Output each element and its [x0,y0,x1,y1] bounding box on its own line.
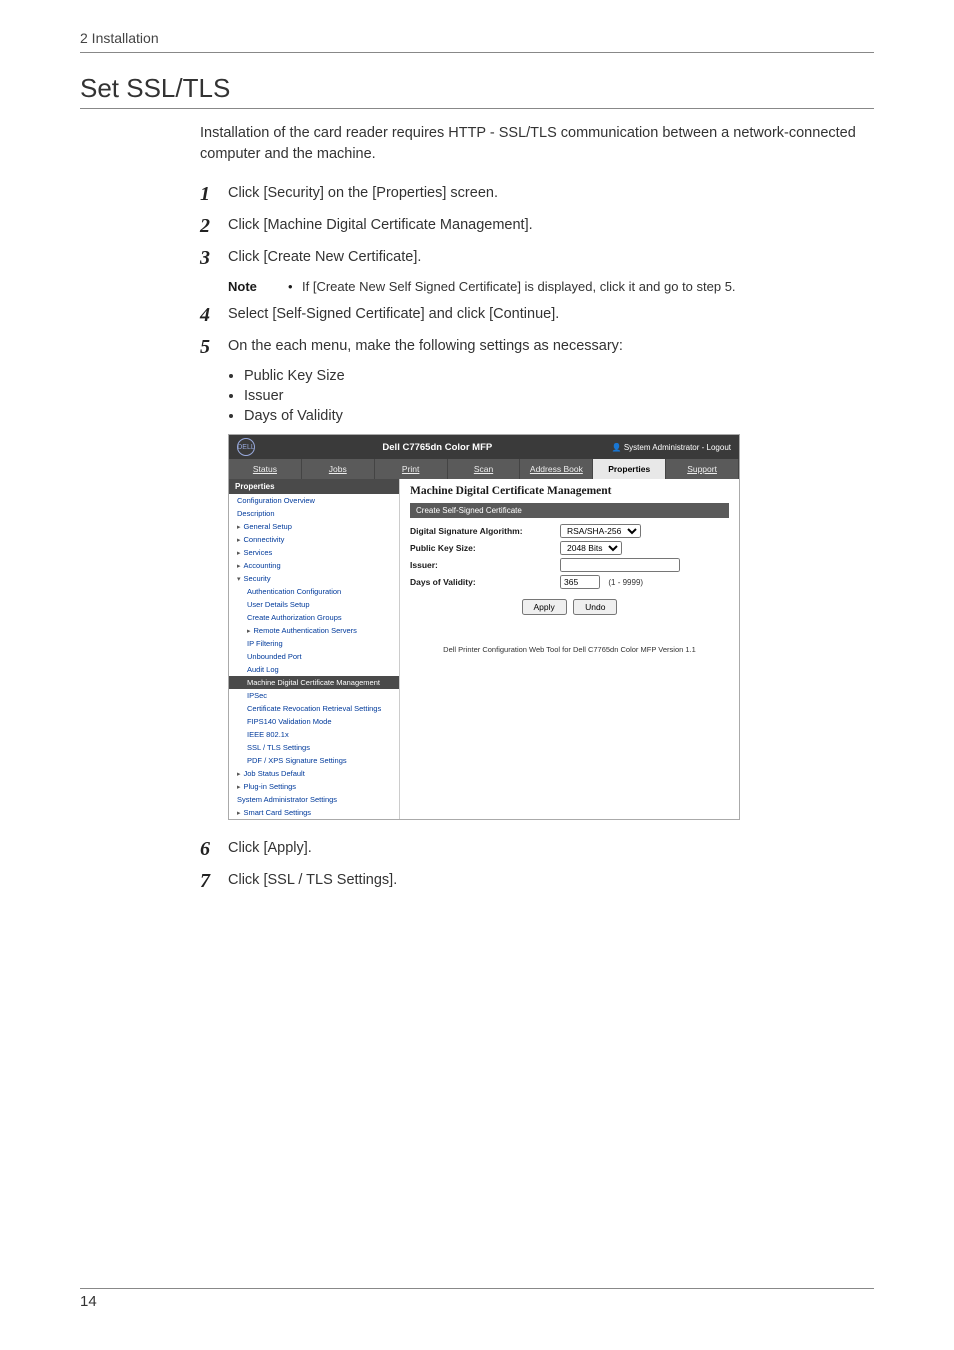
tab-scan[interactable]: Scan [448,459,521,479]
embedded-screenshot: DELL Dell C7765dn Color MFP 👤 System Adm… [228,434,740,820]
sidebar-item-ieee8021x[interactable]: IEEE 802.1x [229,728,399,741]
label-keysize: Public Key Size: [410,543,560,553]
step-7: 7 Click [SSL / TLS Settings]. [200,870,874,892]
step-number: 5 [200,336,228,358]
label-issuer: Issuer: [410,560,560,570]
form-actions: Apply Undo [410,599,729,615]
input-issuer[interactable] [560,558,680,572]
sidebar-item-accounting[interactable]: Accounting [229,559,399,572]
label-validity: Days of Validity: [410,577,560,587]
tab-properties[interactable]: Properties [593,459,666,479]
page-number: 14 [80,1293,97,1310]
bullet-icon: • [288,279,302,294]
apply-button[interactable]: Apply [522,599,567,615]
sidebar-item-user-details[interactable]: User Details Setup [229,598,399,611]
sidebar-item-audit-log[interactable]: Audit Log [229,663,399,676]
step-text: Click [Apply]. [228,838,312,859]
sidebar-item-ipsec[interactable]: IPSec [229,689,399,702]
step-text: Click [SSL / TLS Settings]. [228,870,397,891]
tab-print[interactable]: Print [375,459,448,479]
sidebar-item-description[interactable]: Description [229,507,399,520]
dell-logo-icon: DELL [237,438,255,456]
tab-support[interactable]: Support [666,459,739,479]
panel-action-bar[interactable]: Create Self-Signed Certificate [410,503,729,518]
step-number: 1 [200,183,228,205]
sidebar-item-pdf-xps-signature[interactable]: PDF / XPS Signature Settings [229,754,399,767]
main-panel: Machine Digital Certificate Management C… [400,479,739,819]
tab-status[interactable]: Status [229,459,302,479]
sidebar-item-plugin-settings[interactable]: Plug-in Settings [229,780,399,793]
sidebar-item-crl-settings[interactable]: Certificate Revocation Retrieval Setting… [229,702,399,715]
note-text: If [Create New Self Signed Certificate] … [302,279,736,294]
sidebar-item-config-overview[interactable]: Configuration Overview [229,494,399,507]
step-number: 2 [200,215,228,237]
sidebar-heading: Properties [229,479,399,494]
app-header: DELL Dell C7765dn Color MFP 👤 System Adm… [229,435,739,459]
admin-status[interactable]: 👤 System Administrator - Logout [612,443,731,452]
sidebar-item-security[interactable]: Security [229,572,399,585]
step-5: 5 On the each menu, make the following s… [200,336,874,358]
form-row-keysize: Public Key Size: 2048 Bits [410,541,729,555]
user-icon: 👤 [612,443,622,452]
sidebar-item-services[interactable]: Services [229,546,399,559]
step-text: On the each menu, make the following set… [228,336,623,357]
step-text: Click [Machine Digital Certificate Manag… [228,215,533,236]
label-algorithm: Digital Signature Algorithm: [410,526,560,536]
form-row-issuer: Issuer: [410,558,729,572]
admin-logout-link[interactable]: System Administrator - Logout [624,443,731,452]
sidebar-item-ssl-tls-settings[interactable]: SSL / TLS Settings [229,741,399,754]
step-text: Select [Self-Signed Certificate] and cli… [228,304,559,325]
step-number: 3 [200,247,228,269]
step-1: 1 Click [Security] on the [Properties] s… [200,183,874,205]
form-row-validity: Days of Validity: (1 - 9999) [410,575,729,589]
step-number: 4 [200,304,228,326]
step-number: 7 [200,870,228,892]
step-6: 6 Click [Apply]. [200,838,874,860]
step-number: 6 [200,838,228,860]
step-4: 4 Select [Self-Signed Certificate] and c… [200,304,874,326]
input-validity-days[interactable] [560,575,600,589]
sidebar-item-ip-filtering[interactable]: IP Filtering [229,637,399,650]
select-keysize[interactable]: 2048 Bits [560,541,622,555]
product-name: Dell C7765dn Color MFP [263,442,612,453]
note-label: Note [228,279,288,294]
page-title: Set SSL/TLS [80,73,874,109]
form-row-algorithm: Digital Signature Algorithm: RSA/SHA-256 [410,524,729,538]
running-header: 2 Installation [80,30,874,53]
sidebar-item-unbounded-port[interactable]: Unbounded Port [229,650,399,663]
properties-sidebar: Properties Configuration Overview Descri… [229,479,400,819]
tool-footer: Dell Printer Configuration Web Tool for … [410,615,729,674]
panel-title: Machine Digital Certificate Management [410,485,729,497]
page-footer: 14 [80,1288,874,1310]
sidebar-item-sysadmin-settings[interactable]: System Administrator Settings [229,793,399,806]
tab-jobs[interactable]: Jobs [302,459,375,479]
sidebar-item-fips140[interactable]: FIPS140 Validation Mode [229,715,399,728]
intro-paragraph: Installation of the card reader requires… [200,123,874,165]
note-row: Note • If [Create New Self Signed Certif… [228,279,874,294]
sidebar-item-remote-auth-servers[interactable]: Remote Authentication Servers [229,624,399,637]
step-2: 2 Click [Machine Digital Certificate Man… [200,215,874,237]
sidebar-item-machine-cert-mgmt[interactable]: Machine Digital Certificate Management [229,676,399,689]
step-3: 3 Click [Create New Certificate]. [200,247,874,269]
sidebar-item-create-auth-groups[interactable]: Create Authorization Groups [229,611,399,624]
list-item: Public Key Size [244,368,874,384]
sidebar-item-smart-card-settings[interactable]: Smart Card Settings [229,806,399,819]
step-text: Click [Security] on the [Properties] scr… [228,183,498,204]
sidebar-item-general-setup[interactable]: General Setup [229,520,399,533]
tab-address-book[interactable]: Address Book [520,459,593,479]
undo-button[interactable]: Undo [573,599,617,615]
list-item: Issuer [244,388,874,404]
sidebar-item-auth-config[interactable]: Authentication Configuration [229,585,399,598]
step-text: Click [Create New Certificate]. [228,247,421,268]
sidebar-item-job-status-default[interactable]: Job Status Default [229,767,399,780]
bullet-list: Public Key Size Issuer Days of Validity [244,368,874,424]
select-algorithm[interactable]: RSA/SHA-256 [560,524,641,538]
list-item: Days of Validity [244,408,874,424]
validity-range-hint: (1 - 9999) [608,578,643,587]
main-tabs: Status Jobs Print Scan Address Book Prop… [229,459,739,479]
sidebar-item-connectivity[interactable]: Connectivity [229,533,399,546]
